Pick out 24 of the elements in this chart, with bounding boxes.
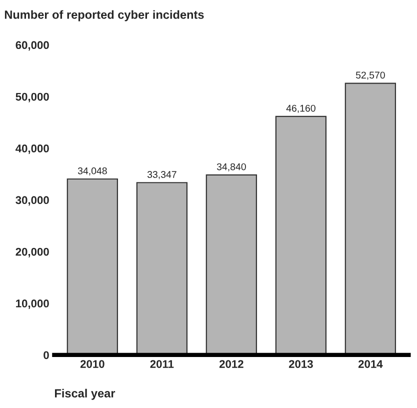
bar [275,116,327,355]
bar [206,174,258,355]
x-tick-label: 2010 [80,360,104,368]
data-label: 33,347 [147,171,176,180]
data-label: 34,840 [216,163,246,172]
x-tick-label: 2012 [219,360,244,368]
x-axis-title: Fiscal year [55,388,116,400]
y-tick-label: 20,000 [16,248,49,258]
y-tick-label: 30,000 [16,196,49,206]
bar [136,182,188,355]
x-tick-label: 2011 [150,360,174,368]
data-label: 52,570 [356,72,385,80]
bar [344,82,396,355]
y-tick-label: 60,000 [16,41,49,51]
y-tick-label: 50,000 [16,92,49,102]
y-tick-label: 0 [44,351,49,360]
y-tick-label: 40,000 [16,144,49,154]
data-label: 34,048 [78,167,107,176]
bar [66,178,118,355]
y-axis-title: Number of reported cyber incidents [4,10,204,22]
x-tick-label: 2014 [358,360,383,368]
data-label: 46,160 [286,104,316,113]
y-tick-label: 10,000 [16,300,49,310]
x-tick-label: 2013 [288,360,313,368]
